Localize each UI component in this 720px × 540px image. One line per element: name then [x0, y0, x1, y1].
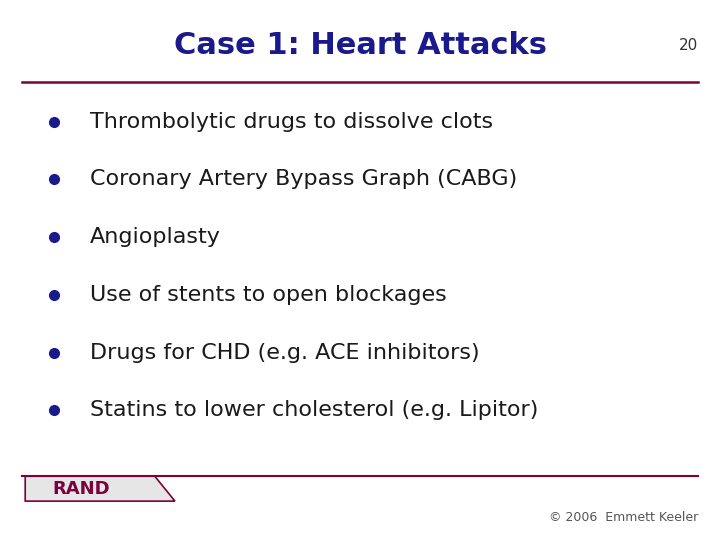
Text: Thrombolytic drugs to dissolve clots: Thrombolytic drugs to dissolve clots [90, 111, 493, 132]
Text: Drugs for CHD (e.g. ACE inhibitors): Drugs for CHD (e.g. ACE inhibitors) [90, 342, 480, 363]
Text: Statins to lower cholesterol (e.g. Lipitor): Statins to lower cholesterol (e.g. Lipit… [90, 400, 539, 421]
Text: Coronary Artery Bypass Graph (CABG): Coronary Artery Bypass Graph (CABG) [90, 169, 517, 190]
Text: © 2006  Emmett Keeler: © 2006 Emmett Keeler [549, 511, 698, 524]
Text: RAND: RAND [53, 480, 110, 498]
Text: 20: 20 [679, 38, 698, 53]
Polygon shape [25, 476, 175, 501]
Text: Use of stents to open blockages: Use of stents to open blockages [90, 285, 446, 305]
Text: Angioplasty: Angioplasty [90, 227, 221, 247]
Text: Case 1: Heart Attacks: Case 1: Heart Attacks [174, 31, 546, 60]
